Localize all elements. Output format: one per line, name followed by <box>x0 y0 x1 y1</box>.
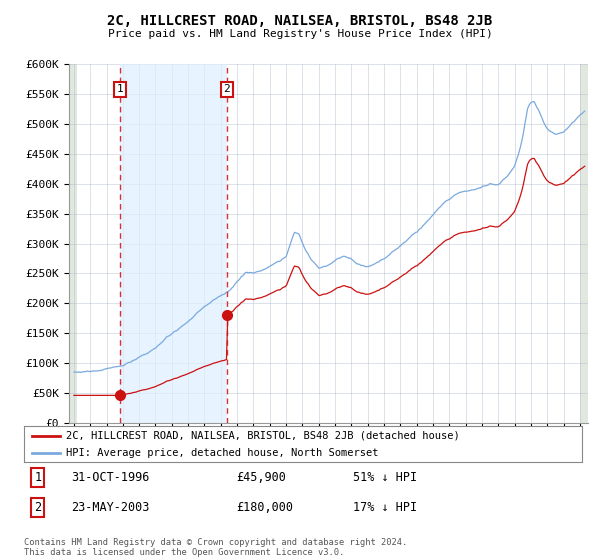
Text: Contains HM Land Registry data © Crown copyright and database right 2024.
This d: Contains HM Land Registry data © Crown c… <box>24 538 407 557</box>
Text: HPI: Average price, detached house, North Somerset: HPI: Average price, detached house, Nort… <box>66 448 379 458</box>
Text: 17% ↓ HPI: 17% ↓ HPI <box>353 501 418 514</box>
Text: 2C, HILLCREST ROAD, NAILSEA, BRISTOL, BS48 2JB (detached house): 2C, HILLCREST ROAD, NAILSEA, BRISTOL, BS… <box>66 431 460 441</box>
Text: 23-MAY-2003: 23-MAY-2003 <box>71 501 150 514</box>
Text: 1: 1 <box>117 85 124 95</box>
Text: 51% ↓ HPI: 51% ↓ HPI <box>353 471 418 484</box>
Text: 2C, HILLCREST ROAD, NAILSEA, BRISTOL, BS48 2JB: 2C, HILLCREST ROAD, NAILSEA, BRISTOL, BS… <box>107 14 493 28</box>
Bar <box>580 64 596 423</box>
Bar <box>66 64 77 423</box>
Text: 2: 2 <box>224 85 230 95</box>
Text: £180,000: £180,000 <box>236 501 293 514</box>
Text: 1: 1 <box>34 471 41 484</box>
Text: £45,900: £45,900 <box>236 471 286 484</box>
Text: 31-OCT-1996: 31-OCT-1996 <box>71 471 150 484</box>
Text: Price paid vs. HM Land Registry's House Price Index (HPI): Price paid vs. HM Land Registry's House … <box>107 29 493 39</box>
Text: 2: 2 <box>34 501 41 514</box>
Bar <box>120 64 227 423</box>
